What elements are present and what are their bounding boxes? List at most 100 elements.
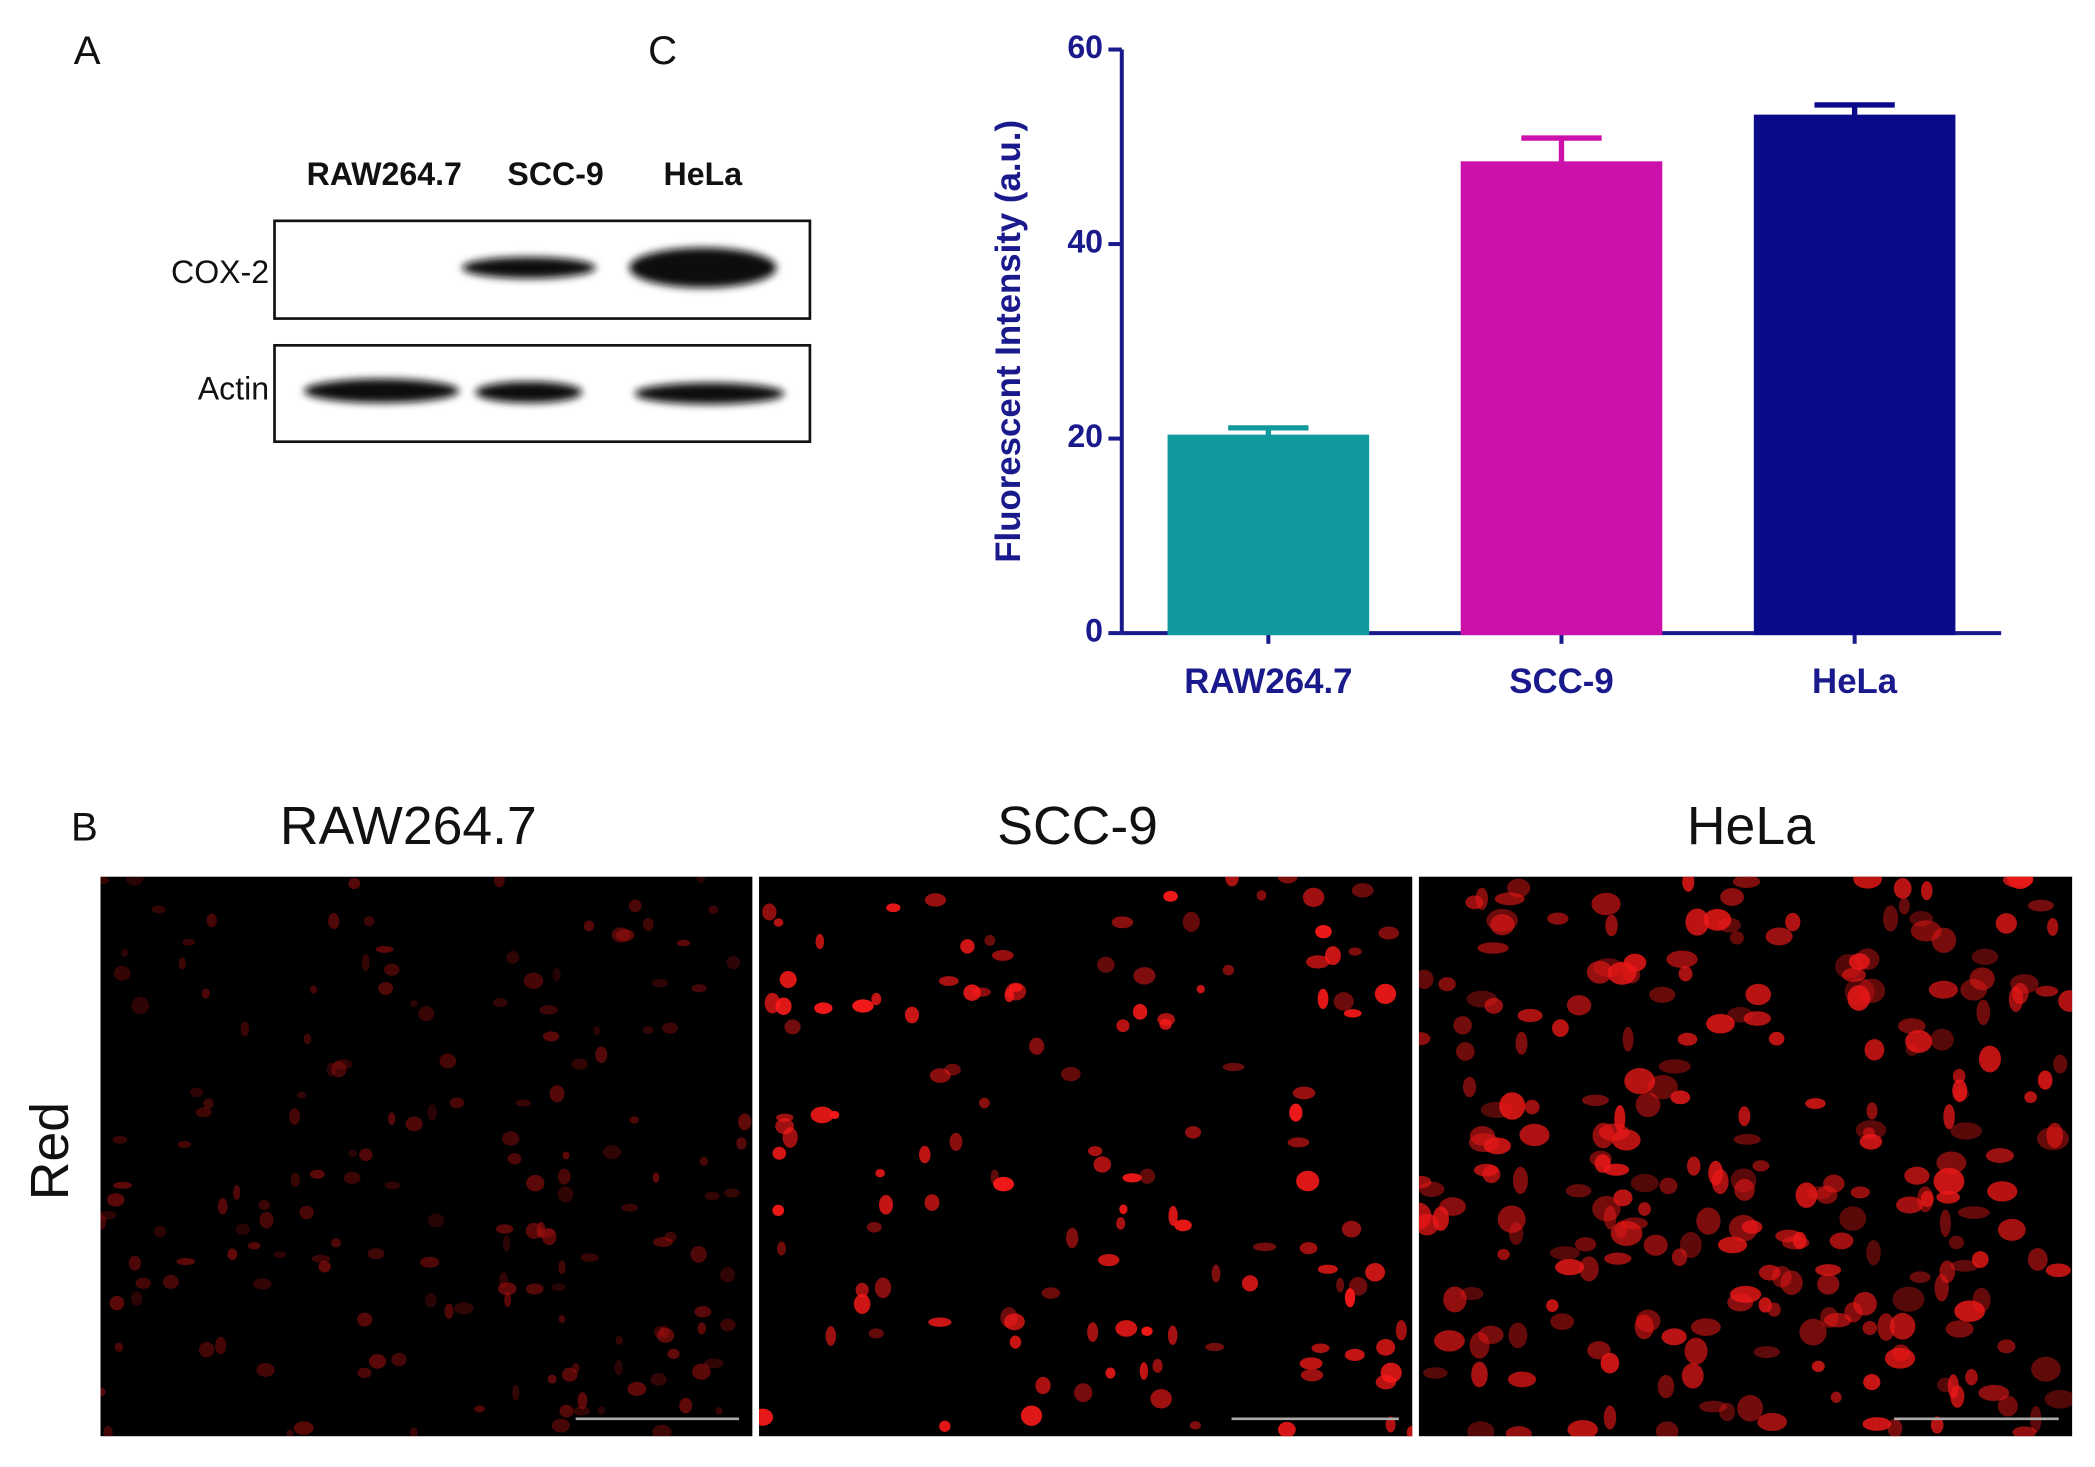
cell: [1443, 1286, 1467, 1313]
cell: [703, 1358, 724, 1369]
cell: [1009, 1335, 1022, 1349]
cell: [552, 968, 561, 982]
cell: [1844, 977, 1875, 1006]
cell: [2024, 1091, 2038, 1104]
cell: [1480, 1101, 1513, 1118]
cell: [1690, 1318, 1721, 1336]
cell: [1098, 1253, 1120, 1267]
cell: [100, 1214, 107, 1230]
cell: [1717, 1236, 1748, 1254]
cell: [1614, 1220, 1628, 1239]
cell: [720, 1318, 736, 1332]
band: [461, 256, 596, 279]
cell: [855, 1282, 869, 1298]
cell: [1374, 983, 1397, 1004]
cell: [1035, 1376, 1051, 1395]
cell: [1863, 1374, 1881, 1391]
cell: [1132, 1003, 1148, 1020]
cell: [866, 1221, 882, 1233]
cell: [1591, 892, 1621, 916]
cell: [1898, 897, 1910, 915]
micrograph: [759, 876, 1413, 1437]
cell: [1950, 1259, 1980, 1272]
cell: [195, 1107, 212, 1118]
cell: [1737, 1394, 1764, 1422]
cell: [2045, 1263, 2071, 1278]
cell: [1678, 966, 1693, 982]
cell: [1512, 1166, 1528, 1195]
cell: [154, 1225, 167, 1238]
cell: [1061, 1066, 1081, 1082]
cell: [690, 1246, 707, 1263]
cell: [549, 1085, 565, 1103]
cell: [525, 1283, 544, 1295]
cell: [334, 1059, 353, 1070]
cell: [1517, 1008, 1543, 1023]
cell: [1679, 1231, 1702, 1259]
cell: [1423, 1367, 1448, 1379]
cell: [1139, 1168, 1156, 1184]
cell: [557, 1186, 574, 1203]
cell: [558, 1260, 566, 1275]
cell: [614, 1359, 623, 1376]
cell: [1074, 1383, 1093, 1403]
cell: [772, 1204, 785, 1217]
cell: [1720, 888, 1744, 906]
cell: [1703, 908, 1732, 931]
cell: [258, 1199, 270, 1211]
cell: [1928, 980, 1958, 999]
cell: [177, 1141, 192, 1148]
cell: [273, 1251, 287, 1259]
cell: [1116, 1217, 1126, 1230]
cell: [1624, 1068, 1656, 1095]
bar: [1460, 161, 1663, 636]
cell: [2031, 1356, 2061, 1382]
cell: [1182, 911, 1200, 932]
cell: [1939, 1209, 1951, 1237]
cell: [1887, 1418, 1903, 1437]
cell: [1066, 1227, 1079, 1249]
cell: [1727, 1293, 1754, 1312]
cell: [1306, 955, 1330, 969]
cell: [642, 1026, 654, 1035]
cell: [2058, 990, 2073, 1012]
cell: [1467, 1421, 1495, 1437]
cell: [331, 1238, 342, 1248]
cell: [1952, 1079, 1968, 1103]
cell: [1490, 914, 1515, 936]
cell: [391, 1352, 407, 1367]
cell: [1657, 1374, 1675, 1399]
cell: [984, 934, 996, 947]
x-tick-label: SCC-9: [1509, 662, 1613, 701]
cell: [1661, 1328, 1687, 1346]
cell: [868, 1328, 884, 1339]
cell: [502, 1235, 511, 1252]
cell: [1729, 931, 1744, 945]
cell: [1159, 1018, 1172, 1030]
cell: [114, 1342, 124, 1352]
cell: [652, 1424, 672, 1437]
cell: [428, 1213, 444, 1228]
cell: [1455, 1042, 1475, 1061]
cell: [1829, 1232, 1854, 1250]
cell: [1344, 1348, 1365, 1362]
cell: [963, 984, 981, 1001]
cell: [493, 997, 508, 1008]
cell: [1682, 876, 1695, 892]
cell: [1438, 977, 1456, 992]
cell: [1567, 1420, 1598, 1437]
cell: [1299, 1242, 1318, 1255]
cell: [929, 1068, 951, 1083]
cell: [384, 1181, 401, 1190]
cell: [1904, 1166, 1930, 1185]
cell: [383, 963, 400, 976]
cell: [357, 1312, 373, 1327]
cell: [1505, 1426, 1532, 1437]
cell: [1936, 1151, 1967, 1174]
cell: [611, 927, 631, 943]
cell: [357, 1367, 372, 1379]
cell: [1333, 992, 1354, 1011]
cell: [692, 1363, 711, 1380]
cell: [1277, 876, 1298, 884]
cell: [1853, 876, 1882, 889]
